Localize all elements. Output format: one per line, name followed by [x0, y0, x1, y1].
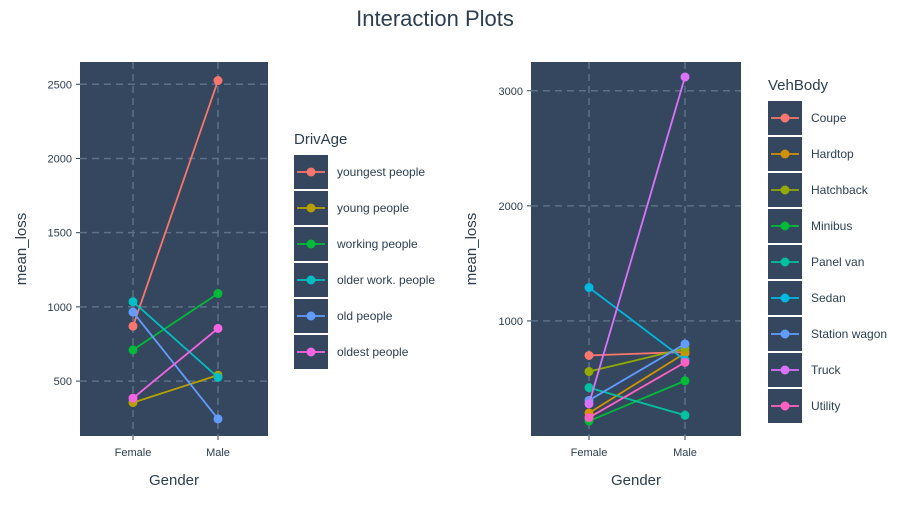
plot1-panel — [80, 62, 268, 436]
plot1-point-older-work-people-male — [213, 372, 223, 382]
plot2-legend-key-point-station-wagon — [780, 329, 790, 339]
plot2-legend-label-utility: Utility — [811, 399, 840, 413]
plot2-point-panel-van-male — [680, 410, 690, 420]
plot1-tick-label-y: 1500 — [48, 228, 72, 240]
plot2-point-truck-male — [680, 72, 690, 82]
plot1-legend-label-older-work-people: older work. people — [337, 273, 435, 287]
plot1-series-line-old-people — [132, 311, 219, 420]
plot2-series-line-utility — [588, 361, 686, 419]
plot1-point-oldest-people-female — [128, 393, 138, 403]
plot1-series-line-oldest-people — [132, 327, 219, 399]
plot1-tick-label-y: 2500 — [48, 79, 72, 91]
plot2-legend-label-station-wagon: Station wagon — [811, 327, 887, 341]
plot1-tick-label-x-male: Male — [206, 447, 230, 459]
plot2-legend-label-sedan: Sedan — [811, 291, 846, 305]
plot1-point-older-work-people-female — [128, 297, 138, 307]
plot2-x-axis-label: Gender — [611, 472, 661, 489]
plot2-series-line-truck — [588, 76, 686, 405]
plot2-point-panel-van-female — [584, 383, 594, 393]
plot2-tick-label-x-female: Female — [571, 447, 608, 459]
plot2-legend-key-point-truck — [780, 365, 790, 375]
plot1-y-axis-label: mean_loss — [13, 213, 30, 286]
plot1-tick-label-y: 2000 — [48, 153, 72, 165]
plot2-y-axis-label: mean_loss — [463, 213, 480, 286]
plot2-legend-label-minibus: Minibus — [811, 219, 852, 233]
plot2-legend-key-point-coupe — [780, 113, 790, 123]
plot1-tick-label-y: 500 — [54, 376, 72, 388]
plot2-legend-label-hardtop: Hardtop — [811, 147, 854, 161]
plot2-legend-key-point-sedan — [780, 293, 790, 303]
plot1-legend-label-working-people: working people — [336, 237, 418, 251]
plot1-point-youngest-people-female — [128, 321, 138, 331]
plot1-legend-key-point-older-work-people — [306, 275, 316, 285]
plot1-point-old-people-female — [128, 307, 138, 317]
plot2-tick-label-x-male: Male — [673, 447, 697, 459]
plot2-legend-label-panel-van: Panel van — [811, 255, 864, 269]
plot1-legend-key-point-youngest-people — [306, 167, 316, 177]
plot2-tick-label-y: 2000 — [499, 201, 523, 213]
plot1-point-youngest-people-male — [213, 76, 223, 86]
plot1-tick-label-x-female: Female — [115, 447, 152, 459]
plot2-tick-label-y: 1000 — [499, 316, 523, 328]
plot2-series-line-hardtop — [588, 352, 686, 414]
plot1-legend-key-point-working-people — [306, 239, 316, 249]
plot1-series-line-youngest-people — [132, 80, 219, 327]
plot2-legend-key-point-minibus — [780, 221, 790, 231]
plot2-panel — [531, 62, 741, 436]
plot1-point-working-people-male — [213, 289, 223, 299]
plot2-series-line-sedan — [588, 286, 686, 361]
plot2-legend-key-point-utility — [780, 401, 790, 411]
plot1-series-line-older-work-people — [132, 301, 219, 379]
plot1-point-oldest-people-male — [213, 323, 223, 333]
plot2-point-hatchback-female — [584, 367, 594, 377]
plot1-legend-label-young-people: young people — [337, 201, 409, 215]
plot2-legend-key-point-hatchback — [780, 185, 790, 195]
plot1-legend-key-point-old-people — [306, 311, 316, 321]
figure-title: Interaction Plots — [356, 6, 514, 31]
plot1-series-line-working-people — [132, 292, 219, 351]
plot1-legend-title: DrivAge — [294, 131, 347, 148]
plot2-point-truck-female — [584, 399, 594, 409]
plot2-legend-label-truck: Truck — [811, 363, 842, 377]
plot1-series-line-young-people — [132, 374, 219, 404]
plot2-point-minibus-male — [680, 376, 690, 386]
plot1-point-old-people-male — [213, 414, 223, 424]
plot1-x-axis-label: Gender — [149, 472, 199, 489]
plot2-legend-key-point-hardtop — [780, 149, 790, 159]
plot2-tick-label-y: 3000 — [499, 86, 523, 98]
plot2-point-station-wagon-male — [680, 339, 690, 349]
plot1-point-working-people-female — [128, 345, 138, 355]
plot1-legend-label-old-people: old people — [337, 309, 393, 323]
plot2-legend-label-hatchback: Hatchback — [811, 183, 869, 197]
plot2-series-line-station-wagon — [588, 343, 686, 402]
plot1-legend-key-point-oldest-people — [306, 347, 316, 357]
plot2-legend-title: VehBody — [768, 77, 829, 94]
plot2-series-line-panel-van — [588, 386, 686, 417]
plot2-point-sedan-female — [584, 283, 594, 293]
plot2-legend-label-coupe: Coupe — [811, 111, 847, 125]
plot1-legend-key-point-young-people — [306, 203, 316, 213]
plot2-point-utility-male — [680, 357, 690, 367]
plot2-point-utility-female — [584, 413, 594, 423]
plot2-point-coupe-female — [584, 350, 594, 360]
plot2-legend-key-point-panel-van — [780, 257, 790, 267]
plot1-tick-label-y: 1000 — [48, 302, 72, 314]
plot1-legend-label-oldest-people: oldest people — [337, 345, 409, 359]
plot1-legend-label-youngest-people: youngest people — [337, 165, 425, 179]
